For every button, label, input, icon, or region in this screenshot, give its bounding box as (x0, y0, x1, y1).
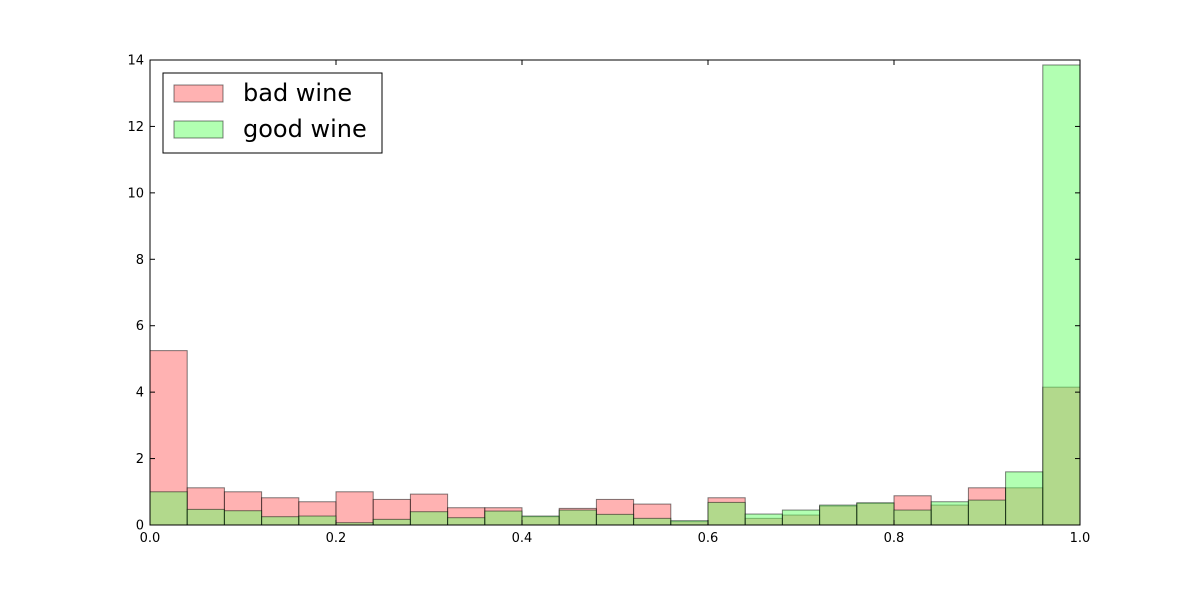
x-tick-label: 0.6 (698, 531, 719, 546)
y-tick-label: 8 (136, 253, 144, 268)
y-tick-label: 4 (136, 386, 144, 401)
y-tick-label: 12 (127, 120, 144, 135)
good-wine-bar (633, 517, 672, 526)
legend-label-good-wine: good wine (243, 115, 367, 143)
legend-swatch-good-wine (173, 120, 224, 139)
good-wine-bar (223, 510, 263, 526)
good-wine-bar (149, 491, 188, 526)
legend: bad wine good wine (162, 72, 383, 154)
y-tick-label: 14 (127, 54, 144, 69)
good-wine-bar (856, 502, 895, 526)
y-axis-ticks: 0 2 4 6 8 10 12 14 (127, 54, 1080, 534)
bad-wine-bar (335, 491, 374, 526)
y-tick-label: 2 (136, 452, 144, 467)
y-tick-label: 0 (136, 519, 144, 534)
good-wine-bar (1005, 471, 1044, 526)
good-wine-bar (707, 501, 746, 526)
y-tick-label: 10 (127, 186, 144, 201)
good-wine-bar (298, 515, 337, 526)
good-wine-bar (819, 504, 858, 526)
good-wine-bar (409, 511, 449, 526)
good-wine-bar (1042, 64, 1081, 526)
plot-frame (149, 59, 1081, 526)
good-wine-bar (967, 499, 1007, 526)
y-tick-label: 6 (136, 319, 144, 334)
bad-wine-bars (149, 350, 1081, 526)
good-wine-bar (558, 509, 597, 526)
x-tick-label: 0.0 (140, 531, 161, 546)
good-wine-bar (521, 515, 560, 526)
good-wine-bar (893, 509, 932, 526)
good-wine-bar (372, 518, 411, 526)
good-wine-bars (149, 64, 1081, 526)
good-wine-bar (595, 513, 635, 526)
good-wine-bar (484, 510, 523, 526)
good-wine-bar (670, 520, 709, 526)
good-wine-bar (930, 501, 969, 526)
legend-swatch-bad-wine (173, 84, 224, 103)
x-tick-label: 0.8 (884, 531, 905, 546)
x-axis-ticks: 0.0 0.2 0.4 0.6 0.8 1.0 (140, 60, 1091, 546)
legend-label-bad-wine: bad wine (243, 79, 352, 107)
good-wine-bar (447, 517, 486, 526)
good-wine-bar (186, 508, 225, 526)
good-wine-bar (261, 516, 300, 526)
x-tick-label: 0.2 (326, 531, 347, 546)
good-wine-bar (744, 513, 783, 526)
x-tick-label: 1.0 (1070, 531, 1091, 546)
good-wine-bar (781, 509, 821, 526)
x-tick-label: 0.4 (512, 531, 533, 546)
